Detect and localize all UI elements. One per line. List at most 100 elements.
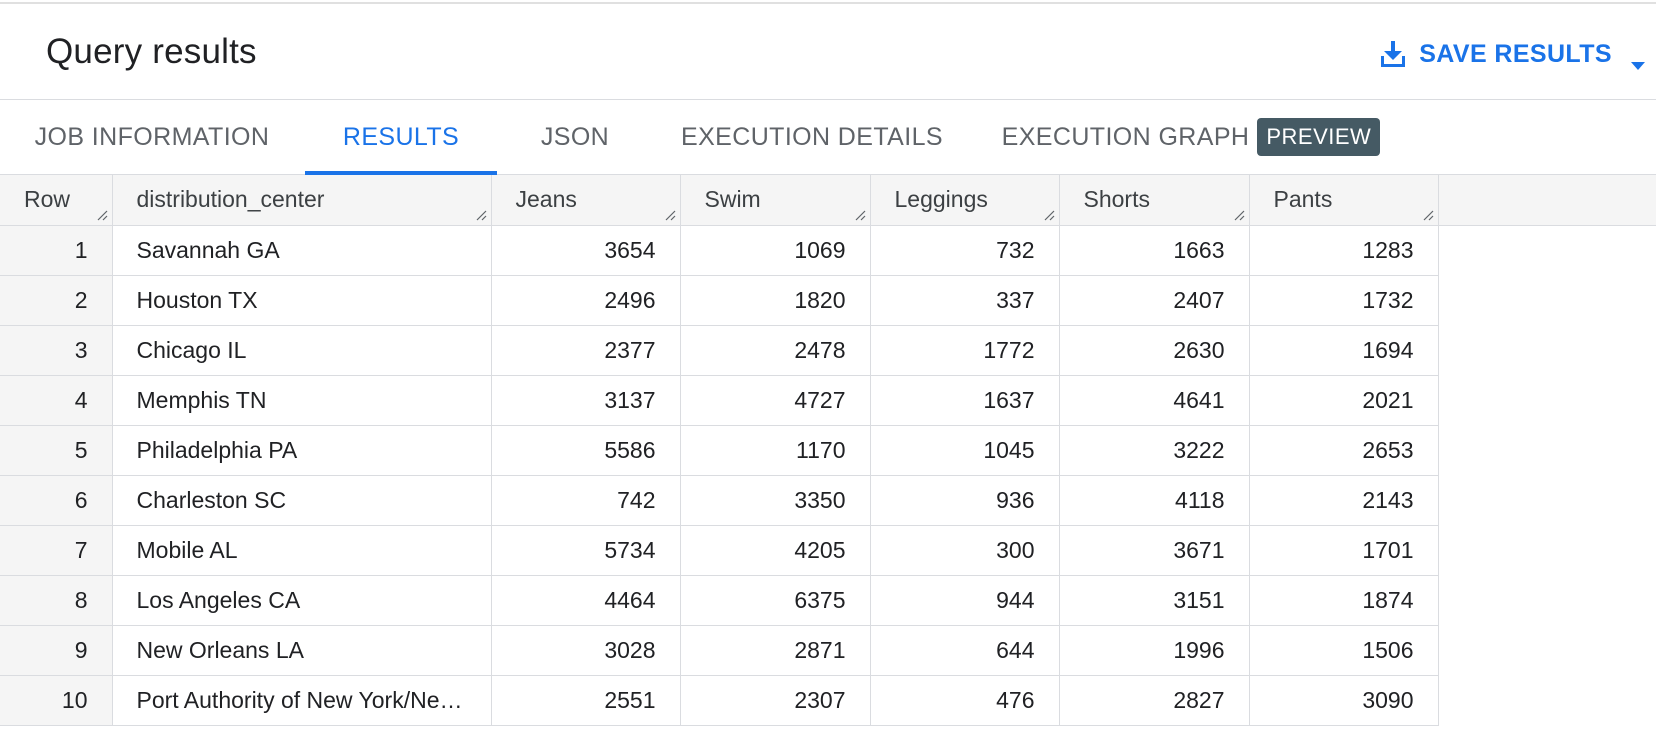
table-row[interactable]: 5 Philadelphia PA 5586 1170 1045 3222 26… [0,425,1656,476]
cell-swim[interactable]: 4205 [680,525,871,576]
resize-handle-icon[interactable] [664,209,676,221]
column-header-swim[interactable]: Swim [680,175,871,226]
cell-distribution-center[interactable]: New Orleans LA [112,625,492,676]
cell-shorts[interactable]: 2630 [1059,325,1250,376]
cell-jeans[interactable]: 4464 [491,575,681,626]
table-row[interactable]: 9 New Orleans LA 3028 2871 644 1996 1506 [0,625,1656,676]
cell-pants[interactable]: 1732 [1249,275,1439,326]
cell-jeans[interactable]: 742 [491,475,681,526]
table-row[interactable]: 1 Savannah GA 3654 1069 732 1663 1283 [0,225,1656,276]
cell-shorts[interactable]: 2827 [1059,675,1250,726]
cell-shorts[interactable]: 3671 [1059,525,1250,576]
table-row[interactable]: 2 Houston TX 2496 1820 337 2407 1732 [0,275,1656,326]
cell-leggings[interactable]: 476 [870,675,1060,726]
cell-swim[interactable]: 2307 [680,675,871,726]
cell-jeans[interactable]: 5734 [491,525,681,576]
cell-leggings[interactable]: 936 [870,475,1060,526]
cell-swim[interactable]: 1069 [680,225,871,276]
cell-shorts[interactable]: 2407 [1059,275,1250,326]
cell-jeans[interactable]: 3028 [491,625,681,676]
cell-swim[interactable]: 2871 [680,625,871,676]
cell-leggings[interactable]: 732 [870,225,1060,276]
cell-swim[interactable]: 1170 [680,425,871,476]
cell-jeans[interactable]: 5586 [491,425,681,476]
tab-results[interactable]: RESULTS [305,100,497,175]
cell-swim[interactable]: 3350 [680,475,871,526]
cell-jeans[interactable]: 3137 [491,375,681,426]
cell-pants[interactable]: 1874 [1249,575,1439,626]
cell-jeans[interactable]: 2496 [491,275,681,326]
column-header-shorts[interactable]: Shorts [1059,175,1250,226]
cell-distribution-center[interactable]: Chicago IL [112,325,492,376]
tab-execution-details[interactable]: EXECUTION DETAILS [672,100,952,174]
resize-handle-icon[interactable] [854,209,866,221]
cell-jeans[interactable]: 2377 [491,325,681,376]
resize-handle-icon[interactable] [1043,209,1055,221]
row-number: 8 [0,575,113,626]
tab-label: JOB INFORMATION [34,122,270,151]
table-row[interactable]: 8 Los Angeles CA 4464 6375 944 3151 1874 [0,575,1656,626]
cell-leggings[interactable]: 644 [870,625,1060,676]
column-header-row[interactable]: Row [0,175,113,226]
cell-shorts[interactable]: 1996 [1059,625,1250,676]
cell-distribution-center[interactable]: Memphis TN [112,375,492,426]
table-row[interactable]: 3 Chicago IL 2377 2478 1772 2630 1694 [0,325,1656,376]
cell-swim[interactable]: 4727 [680,375,871,426]
column-header-pants[interactable]: Pants [1249,175,1439,226]
tab-job-information[interactable]: JOB INFORMATION [20,100,284,174]
table-row[interactable]: 4 Memphis TN 3137 4727 1637 4641 2021 [0,375,1656,426]
cell-shorts[interactable]: 4641 [1059,375,1250,426]
cell-leggings[interactable]: 1045 [870,425,1060,476]
resize-handle-icon[interactable] [475,209,487,221]
cell-pants[interactable]: 2021 [1249,375,1439,426]
cell-leggings[interactable]: 1772 [870,325,1060,376]
column-header-jeans[interactable]: Jeans [491,175,681,226]
top-divider [0,2,1656,4]
cell-pants[interactable]: 3090 [1249,675,1439,726]
cell-leggings[interactable]: 1637 [870,375,1060,426]
cell-leggings[interactable]: 337 [870,275,1060,326]
cell-shorts[interactable]: 3222 [1059,425,1250,476]
cell-pants[interactable]: 1506 [1249,625,1439,676]
header-filler [1438,175,1656,226]
cell-leggings[interactable]: 944 [870,575,1060,626]
cell-pants[interactable]: 2653 [1249,425,1439,476]
resize-handle-icon[interactable] [96,209,108,221]
cell-swim[interactable]: 2478 [680,325,871,376]
cell-pants[interactable]: 1694 [1249,325,1439,376]
cell-shorts[interactable]: 4118 [1059,475,1250,526]
cell-pants[interactable]: 2143 [1249,475,1439,526]
table-row[interactable]: 10 Port Authority of New York/Ne… 2551 2… [0,675,1656,726]
download-icon [1379,39,1407,69]
save-results-button[interactable]: SAVE RESULTS [1379,34,1646,74]
cell-swim[interactable]: 6375 [680,575,871,626]
cell-jeans[interactable]: 3654 [491,225,681,276]
table-row[interactable]: 6 Charleston SC 742 3350 936 4118 2143 [0,475,1656,526]
cell-leggings[interactable]: 300 [870,525,1060,576]
chevron-down-icon[interactable] [1630,49,1646,70]
column-header-leggings[interactable]: Leggings [870,175,1060,226]
tab-execution-graph[interactable]: EXECUTION GRAPH PREVIEW [996,100,1386,174]
row-number: 10 [0,675,113,726]
cell-shorts[interactable]: 3151 [1059,575,1250,626]
tab-label: RESULTS [342,122,460,151]
cell-distribution-center[interactable]: Mobile AL [112,525,492,576]
cell-jeans[interactable]: 2551 [491,675,681,726]
cell-pants[interactable]: 1283 [1249,225,1439,276]
column-header-distribution-center[interactable]: distribution_center [112,175,492,226]
resize-handle-icon[interactable] [1422,209,1434,221]
cell-shorts[interactable]: 1663 [1059,225,1250,276]
tab-json[interactable]: JSON [522,100,628,174]
cell-distribution-center[interactable]: Houston TX [112,275,492,326]
resize-handle-icon[interactable] [1233,209,1245,221]
row-number: 2 [0,275,113,326]
cell-distribution-center[interactable]: Philadelphia PA [112,425,492,476]
cell-distribution-center[interactable]: Los Angeles CA [112,575,492,626]
cell-swim[interactable]: 1820 [680,275,871,326]
cell-pants[interactable]: 1701 [1249,525,1439,576]
cell-distribution-center[interactable]: Port Authority of New York/Ne… [112,675,492,726]
cell-distribution-center[interactable]: Charleston SC [112,475,492,526]
cell-distribution-center[interactable]: Savannah GA [112,225,492,276]
table-row[interactable]: 7 Mobile AL 5734 4205 300 3671 1701 [0,525,1656,576]
